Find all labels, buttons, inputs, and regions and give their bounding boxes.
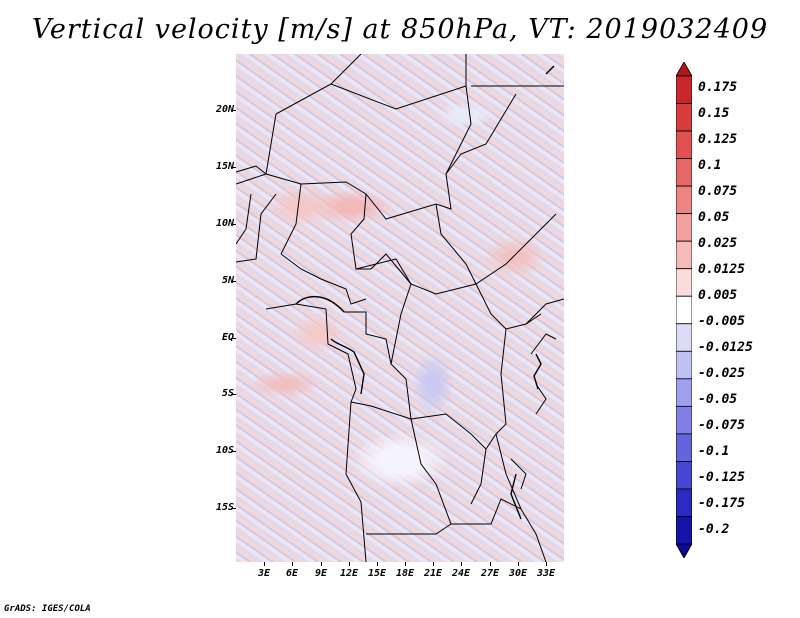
colorbar-segment <box>676 158 692 187</box>
colorbar-segment <box>676 130 692 159</box>
lon-tick <box>546 562 547 566</box>
colorbar-label: -0.2 <box>698 522 730 537</box>
lat-tick <box>231 338 236 339</box>
lon-tick <box>461 562 462 566</box>
map-title: Vertical velocity [m/s] at 850hPa, VT: 2… <box>31 14 769 45</box>
lat-label-20n: 20N <box>215 104 234 115</box>
colorbar-segment <box>676 323 692 352</box>
colorbar-segment <box>676 488 692 517</box>
colorbar-segment <box>676 185 692 215</box>
colorbar-label: 0.1 <box>698 158 722 173</box>
colorbar-label: -0.05 <box>698 392 738 407</box>
lat-label-5n: 5N <box>221 275 234 286</box>
lon-tick <box>433 562 434 566</box>
lon-label-15e: 15E <box>367 568 387 579</box>
map-panel <box>236 54 564 562</box>
colorbar-label: 0.175 <box>698 80 738 95</box>
lat-label-eq: EQ <box>221 332 234 343</box>
lat-label-15n: 15N <box>215 161 234 172</box>
lon-label-9e: 9E <box>314 568 328 579</box>
lat-label-15s: 15S <box>215 502 234 513</box>
lon-label-12e: 12E <box>339 568 359 579</box>
colorbar-segment <box>676 268 692 297</box>
colorbar-segment <box>676 405 692 435</box>
lon-label-30e: 30E <box>508 568 528 579</box>
lon-label-21e: 21E <box>423 568 443 579</box>
lon-tick <box>321 562 322 566</box>
colorbar-segment <box>676 350 692 380</box>
colorbar-label: -0.005 <box>698 314 745 329</box>
colorbar-label: -0.125 <box>698 470 745 485</box>
lat-tick <box>231 281 236 282</box>
colorbar-segment <box>676 433 692 462</box>
lon-tick <box>349 562 350 566</box>
lat-tick <box>231 224 236 225</box>
colorbar-segment <box>676 516 692 545</box>
lat-tick <box>231 110 236 111</box>
colorbar-label: 0.075 <box>698 184 738 199</box>
lat-label-10n: 10N <box>215 218 234 229</box>
colorbar-segment <box>676 295 692 325</box>
grads-credit: GrADS: IGES/COLA <box>4 604 91 614</box>
lon-label-18e: 18E <box>395 568 415 579</box>
colorbar-segment <box>676 461 692 490</box>
lat-tick <box>231 508 236 509</box>
colorbar-label: 0.005 <box>698 288 738 303</box>
lon-tick <box>518 562 519 566</box>
colorbar-label: 0.0125 <box>698 262 745 277</box>
colorbar-label: -0.025 <box>698 366 745 381</box>
colorbar-top-arrow <box>676 62 692 77</box>
lat-tick <box>231 451 236 452</box>
country-borders <box>236 54 564 562</box>
lon-tick <box>292 562 293 566</box>
lat-tick <box>231 167 236 168</box>
lon-label-24e: 24E <box>451 568 471 579</box>
colorbar-label: 0.025 <box>698 236 738 251</box>
colorbar-label: -0.175 <box>698 496 745 511</box>
colorbar-label: 0.125 <box>698 132 738 147</box>
colorbar-label: 0.15 <box>698 106 730 121</box>
colorbar-segment <box>676 378 692 407</box>
lon-label-3e: 3E <box>257 568 271 579</box>
lon-label-33e: 33E <box>536 568 556 579</box>
colorbar-label: -0.0125 <box>698 340 753 355</box>
lon-label-6e: 6E <box>285 568 299 579</box>
lon-tick <box>405 562 406 566</box>
lon-tick <box>490 562 491 566</box>
lon-label-27e: 27E <box>480 568 500 579</box>
colorbar-label: -0.1 <box>698 444 730 459</box>
colorbar-segment <box>676 103 692 132</box>
colorbar <box>676 62 692 558</box>
colorbar-segment <box>676 240 692 270</box>
colorbar-label: -0.075 <box>698 418 745 433</box>
lon-tick <box>377 562 378 566</box>
colorbar-label: 0.05 <box>698 210 730 225</box>
lat-tick <box>231 394 236 395</box>
colorbar-segment <box>676 75 692 104</box>
lat-label-10s: 10S <box>215 445 234 456</box>
lon-tick <box>264 562 265 566</box>
colorbar-bottom-arrow <box>676 543 692 558</box>
colorbar-segment <box>676 213 692 242</box>
lat-label-5s: 5S <box>221 388 234 399</box>
